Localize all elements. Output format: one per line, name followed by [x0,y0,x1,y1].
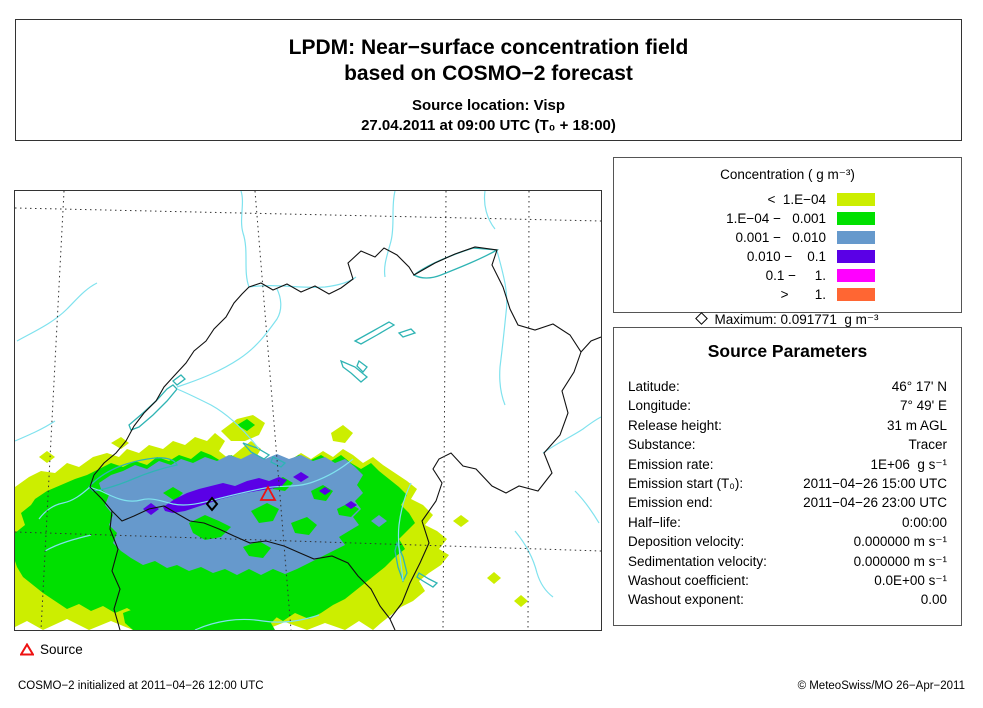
swiss-border [89,246,582,620]
parameter-row: Sedimentation velocity: 0.000000 m s⁻¹ [628,552,947,571]
parameter-value: 0.0E+00 s⁻¹ [874,573,947,589]
parameter-rows: Latitude: 46° 17' N Longitude: 7° 49' E Rele… [614,377,961,610]
legend-row: 0.001 − 0.010 [614,228,961,247]
parameter-label: Release height: [628,417,722,433]
graticule-layer [15,191,601,630]
parameter-label: Sedimentation velocity: [628,553,767,569]
legend-color-swatch [837,193,875,206]
parameter-label: Washout exponent: [628,592,744,608]
parameter-row: Emission start (T₀): 2011−04−26 15:00 UTC [628,474,947,493]
maximum-marker-icon [205,496,219,512]
parameter-label: Emission start (T₀): [628,476,744,492]
parameter-label: Washout coefficient: [628,573,749,589]
legend-row: 1.E−04 − 0.001 [614,209,961,228]
legend-row: 0.010 − 0.1 [614,247,961,266]
legend-range-label: 1.E−04 − 0.001 [726,211,826,226]
country-borders-layer [89,246,601,630]
model-init-footnote: COSMO−2 initialized at 2011−04−26 12:00 … [18,680,264,692]
source-key: Source [20,642,83,657]
source-key-label: Source [40,642,83,657]
parameter-value: 0.00 [920,592,947,608]
parameter-label: Longitude: [628,398,692,414]
valid-time-line: 27.04.2011 at 09:00 UTC (T₀ + 18:00) [361,117,616,134]
parameter-value: 0.000000 m s⁻¹ [853,534,947,550]
max-diamond-icon [694,312,708,325]
parameter-row: Longitude: 7° 49' E [628,396,947,415]
maximum-label: Maximum: 0.091771 g m⁻³ [714,312,879,327]
parameter-value: 31 m AGL [886,417,947,433]
source-parameters-panel: Source Parameters Latitude: 46° 17' N Long… [613,327,962,626]
italy-border-south [389,618,396,630]
parameter-row: Emission end: 2011−04−26 23:00 UTC [628,493,947,512]
page-title-line1: LPDM: Near−surface concentration field [288,36,689,59]
parameter-value: 46° 17' N [891,379,947,394]
maximum-row: Maximum: 0.091771 g m⁻³ [614,312,961,328]
parameter-value: 7° 49' E [899,398,947,414]
legend-title: Concentration ( g m⁻³) [720,167,855,182]
plume-level3-layer [99,453,387,575]
concentration-map [15,191,601,630]
legend-color-swatch [837,288,875,301]
legend-color-swatch [837,250,875,263]
legend-range-label: 0.001 − 0.010 [735,230,826,245]
parameter-row: Washout coefficient: 0.0E+00 s⁻¹ [628,571,947,590]
parameter-value: 1E+06 g s⁻¹ [870,456,947,472]
legend-row: 0.1 − 1. [614,266,961,285]
title-box: LPDM: Near−surface concentration field b… [15,19,962,141]
map-canvas [14,190,602,631]
concentration-legend: Concentration ( g m⁻³) < 1.E−04 1.E−04 − … [613,157,962,327]
parameter-row: Emission rate: 1E+06 g s⁻¹ [628,455,947,474]
rivers-layer [15,191,601,630]
austria-border [580,336,601,353]
source-triangle-icon [20,643,34,656]
parameter-label: Half−life: [628,514,681,530]
parameter-row: Half−life: 0:00:00 [628,513,947,532]
source-location-line: Source location: Visp [411,97,566,114]
parameter-label: Emission end: [628,495,713,511]
page-title-line2: based on COSMO−2 forecast [344,62,633,85]
parameter-row: Release height: 31 m AGL [628,416,947,435]
legend-row: < 1.E−04 [614,190,961,209]
legend-color-swatch [837,269,875,282]
legend-rows: < 1.E−04 1.E−04 − 0.001 0.001 − 0.010 0.010… [614,190,961,304]
parameter-label: Substance: [628,437,696,453]
parameter-row: Substance: Tracer [628,435,947,454]
parameter-value: 0.000000 m s⁻¹ [853,553,947,569]
parameter-label: Deposition velocity: [628,534,745,550]
france-italy-border [109,510,121,630]
source-parameters-heading: Source Parameters [707,341,868,361]
legend-color-swatch [837,231,875,244]
legend-range-label: < 1.E−04 [767,192,826,207]
legend-row: > 1. [614,285,961,304]
parameter-row: Latitude: 46° 17' N [628,377,947,396]
copyright-footnote: © MeteoSwiss/MO 26−Apr−2011 [797,680,965,692]
legend-range-label: 0.010 − 0.1 [746,249,826,264]
parameter-label: Latitude: [628,379,680,394]
legend-range-label: > 1. [780,287,826,302]
parameter-value: 2011−04−26 23:00 UTC [803,495,947,511]
parameter-label: Emission rate: [628,456,714,472]
parameter-row: Deposition velocity: 0.000000 m s⁻¹ [628,532,947,551]
legend-color-swatch [837,212,875,225]
parameter-row: Washout exponent: 0.00 [628,590,947,609]
parameter-value: Tracer [908,437,947,453]
legend-range-label: 0.1 − 1. [765,268,826,283]
parameter-value: 0:00:00 [901,514,947,530]
parameter-value: 2011−04−26 15:00 UTC [803,476,947,492]
source-marker-icon [259,485,277,501]
